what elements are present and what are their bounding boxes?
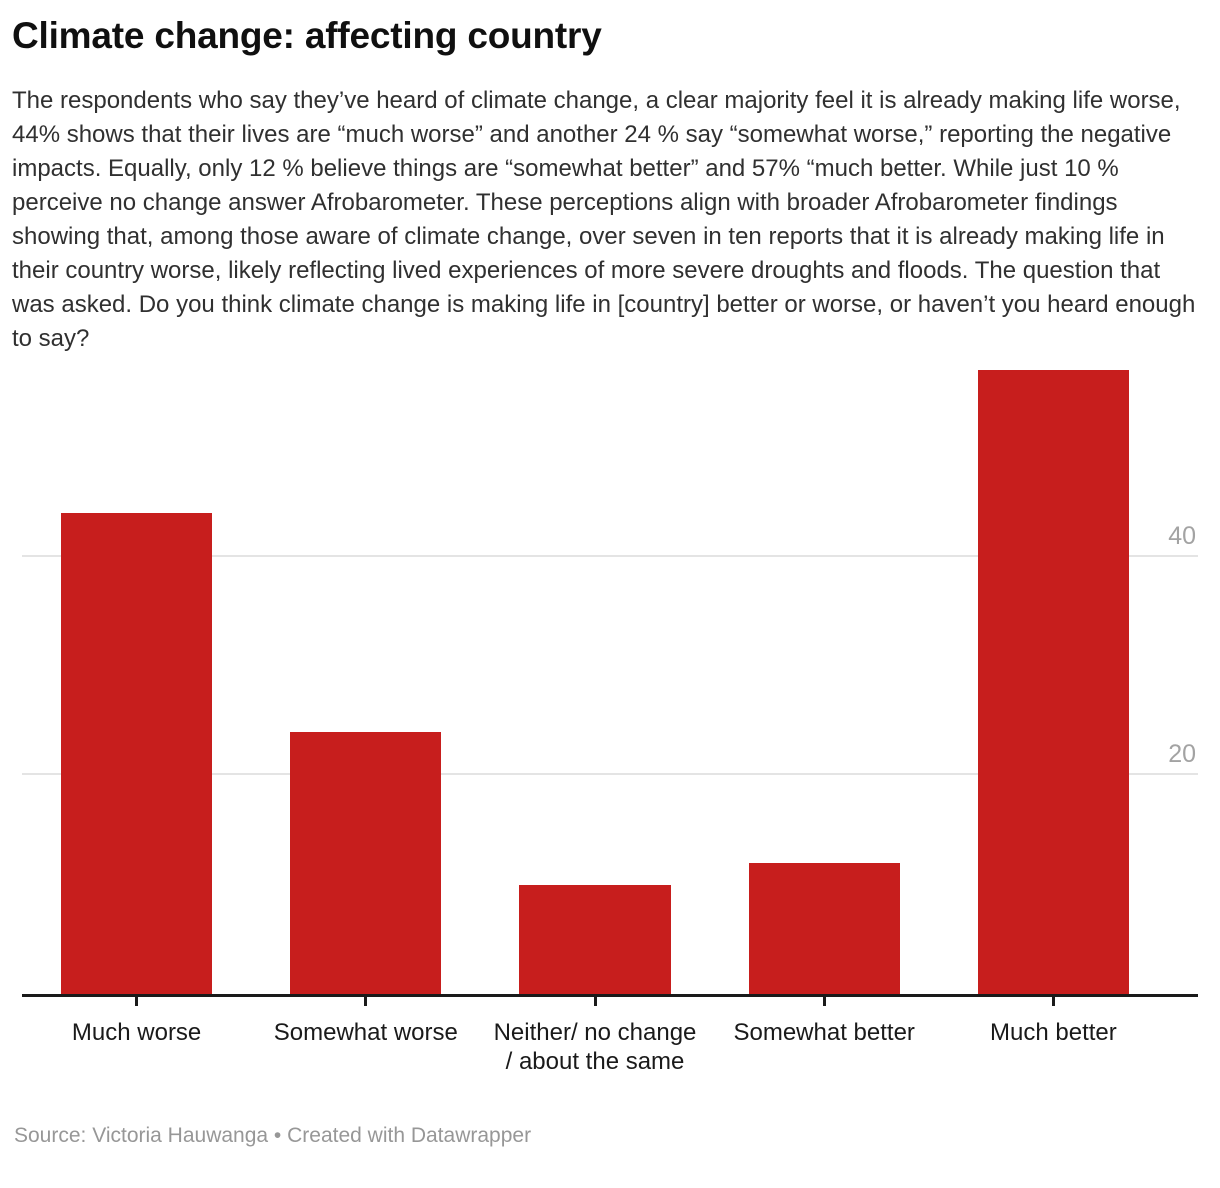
datawrapper-chart-page: Climate change: affecting country The re… <box>12 15 1198 1148</box>
bar-1 <box>60 512 213 995</box>
x-axis-ticks <box>22 997 1168 1007</box>
tick-slot <box>939 997 1168 1007</box>
category-label-3: Neither/ no change / about the same <box>493 1019 697 1076</box>
x-axis-tick <box>822 997 826 1007</box>
category-label-5: Much better <box>990 1019 1117 1047</box>
bar-4 <box>748 863 900 995</box>
bar-2 <box>290 731 442 995</box>
bar-slot <box>939 370 1168 995</box>
bar-3 <box>519 884 671 995</box>
x-axis-labels: Much worse Somewhat worse Neither/ no chan… <box>22 1018 1168 1076</box>
category-label-4: Somewhat better <box>733 1019 915 1047</box>
category-label-2: Somewhat worse <box>273 1019 458 1047</box>
tick-slot <box>480 997 709 1007</box>
x-axis-tick <box>364 997 368 1007</box>
x-axis-tick <box>593 997 597 1007</box>
gridline-20 <box>22 773 1198 776</box>
x-axis-tick <box>1051 997 1055 1007</box>
bar-slot <box>251 370 480 995</box>
tick-slot <box>22 997 251 1007</box>
tick-slot <box>251 997 480 1007</box>
bars-row <box>22 370 1168 995</box>
chart-description: The respondents who say they’ve heard of… <box>12 87 1196 353</box>
bar-5 <box>977 370 1130 995</box>
y-axis-tick-label: 40 <box>1168 521 1196 550</box>
chart-title: Climate change: affecting country <box>12 15 602 56</box>
x-axis-tick <box>135 997 139 1007</box>
y-axis-tick-label: 20 <box>1168 740 1196 769</box>
bar-slot <box>22 370 251 995</box>
x-axis-line <box>22 994 1198 998</box>
tick-slot <box>710 997 939 1007</box>
bar-slot <box>480 370 709 995</box>
plot-area: 20 40 <box>22 370 1198 995</box>
gridline-40 <box>22 554 1198 557</box>
category-label-1: Much worse <box>71 1019 202 1047</box>
bar-slot <box>710 370 939 995</box>
bar-chart: 20 40 Much worse Somewhat worse Neither/ no… <box>22 370 1198 1076</box>
source-attribution: Source: Victoria Hauwanga • Created with… <box>14 1124 532 1148</box>
